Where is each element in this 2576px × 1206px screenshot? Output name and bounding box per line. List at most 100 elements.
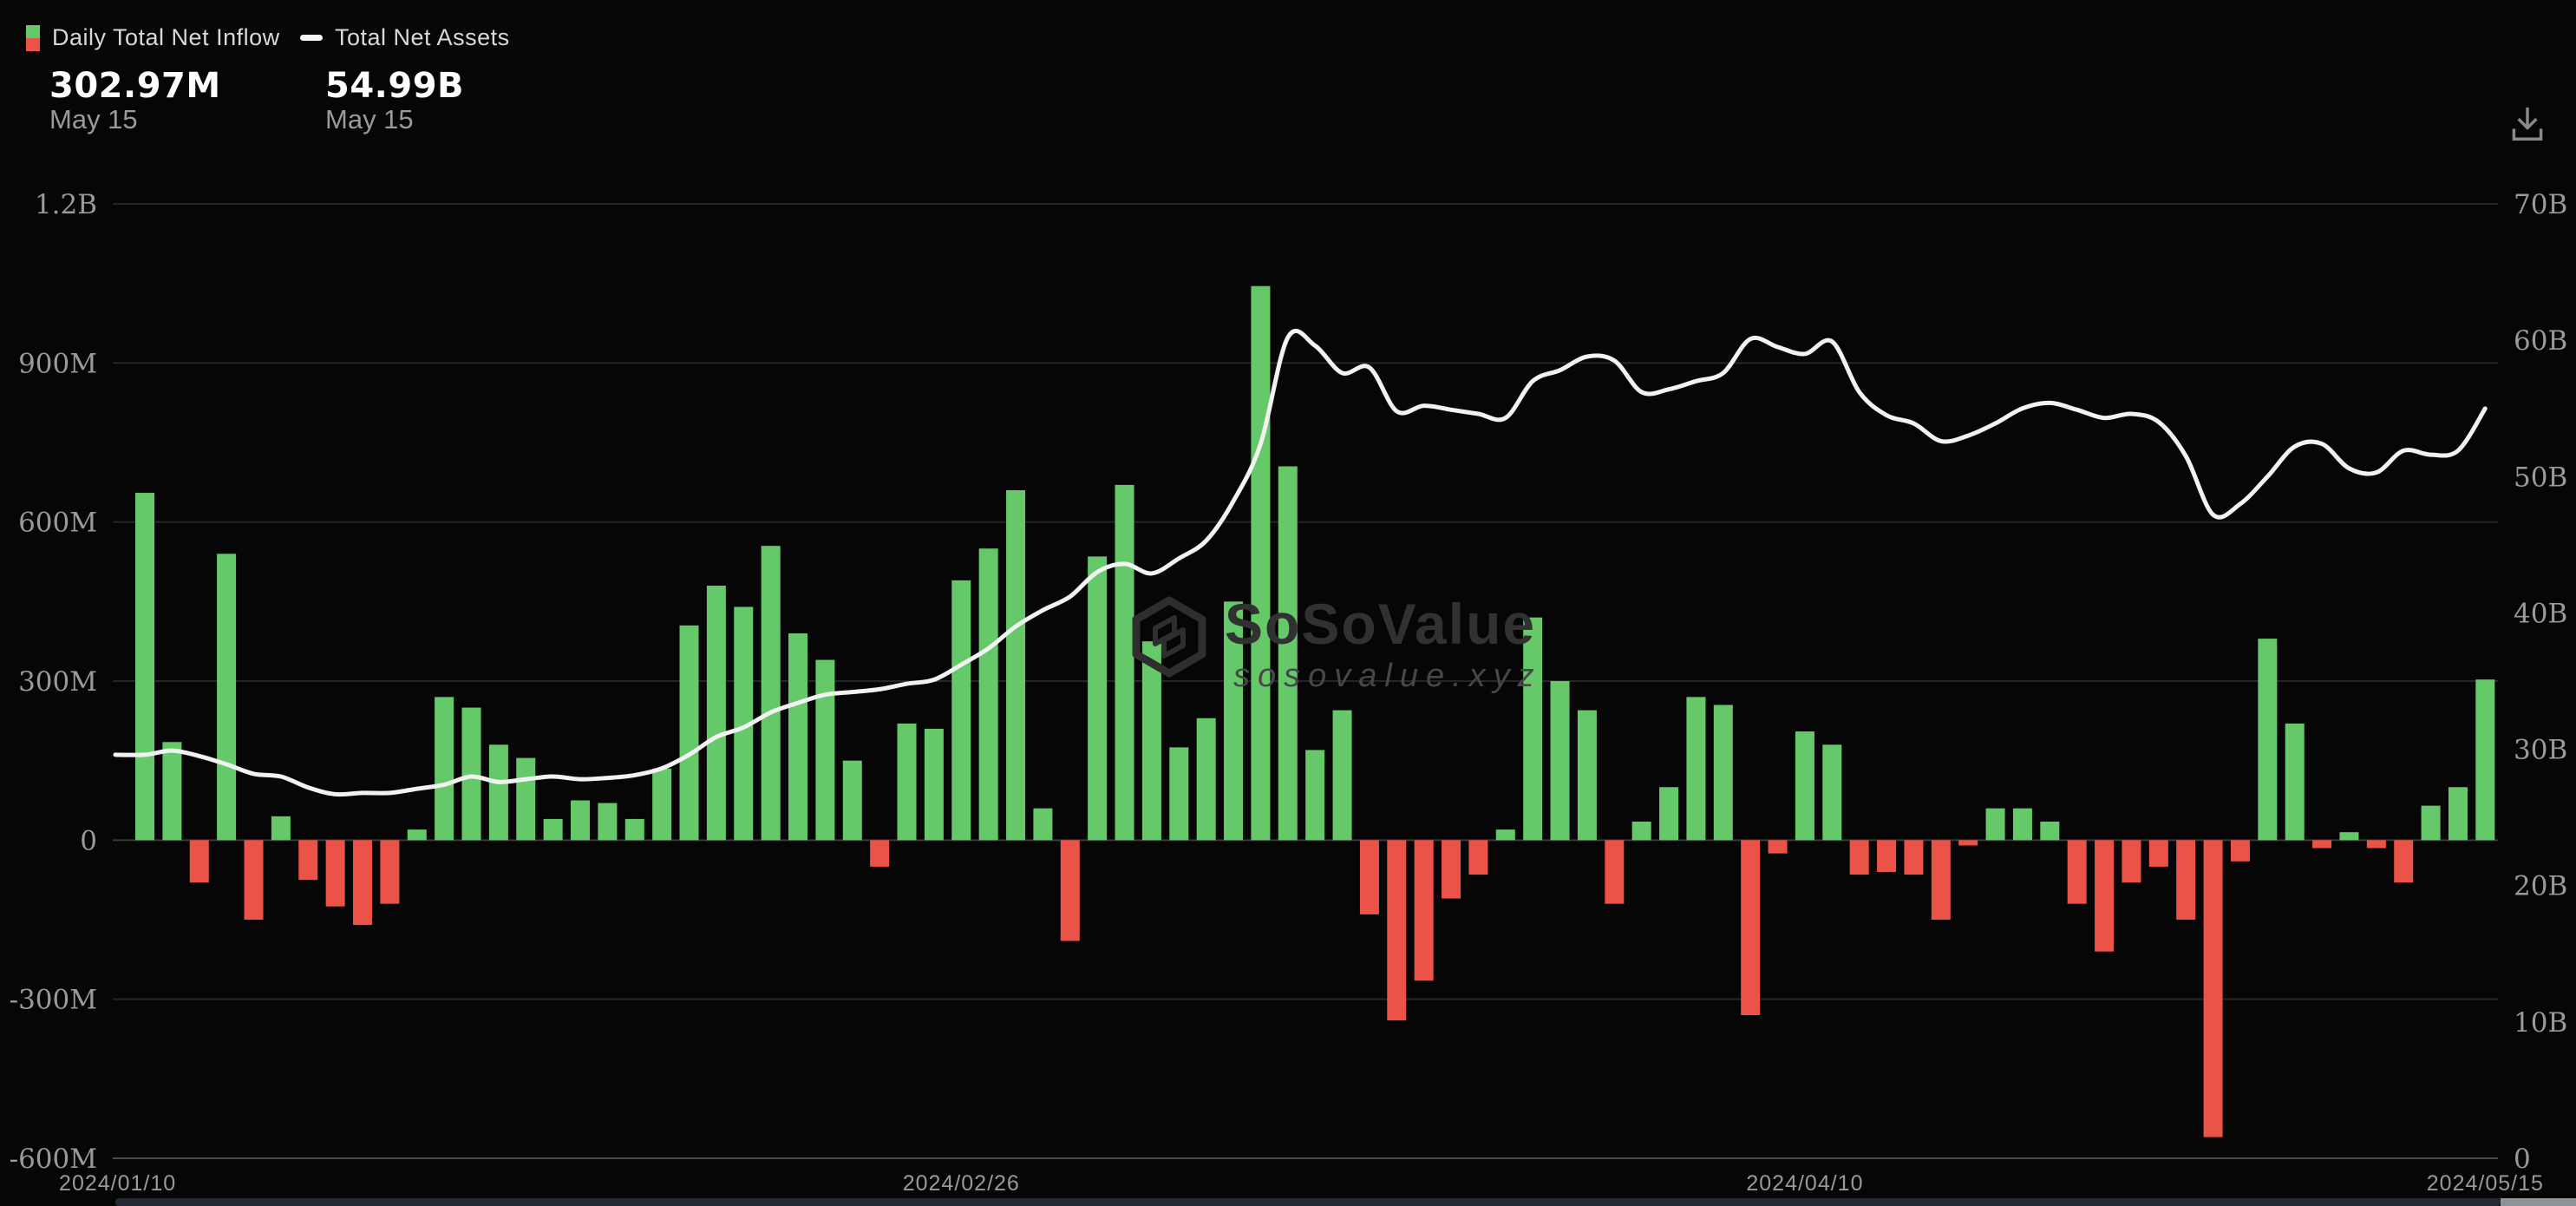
- daily-inflow-bar[interactable]: [924, 728, 944, 841]
- daily-inflow-bar[interactable]: [1141, 641, 1161, 841]
- daily-inflow-bar[interactable]: [516, 757, 536, 841]
- daily-inflow-bar[interactable]: [1958, 840, 1978, 846]
- daily-inflow-bar[interactable]: [1387, 840, 1407, 1021]
- left-axis-label: 0: [80, 825, 97, 856]
- daily-inflow-bar[interactable]: [2339, 832, 2359, 841]
- daily-inflow-bar[interactable]: [2067, 840, 2087, 904]
- daily-inflow-bar[interactable]: [2394, 840, 2414, 883]
- daily-inflow-bar[interactable]: [870, 840, 890, 867]
- daily-inflow-bar[interactable]: [325, 840, 345, 907]
- left-axis-label: -600M: [10, 1144, 97, 1175]
- daily-inflow-bar[interactable]: [598, 803, 618, 841]
- daily-inflow-bar[interactable]: [624, 818, 644, 841]
- daily-inflow-bar[interactable]: [2122, 840, 2141, 883]
- download-button[interactable]: [2505, 102, 2550, 147]
- daily-inflow-bar[interactable]: [1060, 840, 1080, 941]
- daily-inflow-bar[interactable]: [353, 840, 373, 926]
- daily-inflow-bar[interactable]: [1495, 829, 1515, 841]
- daily-inflow-bar[interactable]: [271, 816, 291, 841]
- daily-inflow-bar[interactable]: [1741, 840, 1761, 1015]
- daily-inflow-bar[interactable]: [217, 554, 237, 841]
- daily-inflow-bar[interactable]: [1305, 750, 1325, 841]
- daily-inflow-bar[interactable]: [706, 586, 726, 841]
- daily-inflow-bar[interactable]: [298, 840, 318, 881]
- daily-inflow-bar[interactable]: [1468, 840, 1488, 875]
- daily-inflow-bar[interactable]: [2230, 840, 2250, 862]
- daily-inflow-bar[interactable]: [734, 606, 754, 841]
- daily-inflow-bar[interactable]: [761, 546, 781, 841]
- daily-inflow-bar[interactable]: [162, 742, 182, 841]
- daily-inflow-bar[interactable]: [1033, 808, 1053, 841]
- daily-inflow-bar[interactable]: [2448, 787, 2468, 841]
- daily-inflow-bar[interactable]: [1659, 787, 1679, 841]
- daily-inflow-bar[interactable]: [1904, 840, 1924, 875]
- daily-inflow-bar[interactable]: [1278, 466, 1298, 841]
- daily-inflow-bar[interactable]: [2095, 840, 2115, 952]
- daily-inflow-bar[interactable]: [978, 548, 998, 841]
- daily-inflow-bar[interactable]: [135, 493, 154, 841]
- daily-inflow-bar[interactable]: [1169, 747, 1189, 841]
- daily-inflow-bar[interactable]: [1877, 840, 1897, 872]
- daily-inflow-bar[interactable]: [571, 800, 591, 841]
- daily-inflow-bar[interactable]: [1713, 705, 1733, 841]
- daily-inflow-bar[interactable]: [2285, 723, 2305, 841]
- daily-inflow-bar[interactable]: [2312, 840, 2332, 849]
- right-axis-label: 50B: [2514, 462, 2567, 493]
- daily-inflow-bar[interactable]: [1795, 731, 1814, 841]
- horizontal-scrollbar-track-end[interactable]: [2501, 1198, 2576, 1206]
- daily-inflow-bar[interactable]: [1251, 285, 1271, 841]
- daily-inflow-bar[interactable]: [1605, 840, 1625, 904]
- daily-inflow-bar[interactable]: [2203, 840, 2223, 1137]
- daily-inflow-bar[interactable]: [2176, 840, 2196, 920]
- daily-inflow-bar[interactable]: [543, 818, 563, 841]
- daily-inflow-bar[interactable]: [1631, 821, 1651, 841]
- daily-inflow-bar[interactable]: [2366, 840, 2386, 849]
- total-net-assets-line[interactable]: [113, 329, 2488, 797]
- daily-inflow-bar[interactable]: [461, 707, 481, 841]
- legend-item-total-net-assets[interactable]: Total Net Assets: [300, 24, 510, 51]
- daily-inflow-bar[interactable]: [2040, 821, 2060, 841]
- daily-inflow-bar[interactable]: [407, 829, 427, 841]
- daily-inflow-bar[interactable]: [1768, 840, 1788, 854]
- daily-inflow-bar[interactable]: [1985, 808, 2005, 841]
- daily-inflow-bar[interactable]: [897, 723, 917, 841]
- daily-inflow-bar[interactable]: [189, 840, 209, 883]
- daily-inflow-bar[interactable]: [1115, 484, 1134, 841]
- daily-inflow-bar[interactable]: [1006, 490, 1026, 841]
- daily-inflow-bar[interactable]: [488, 744, 508, 841]
- daily-inflow-bar[interactable]: [788, 633, 808, 841]
- daily-inflow-bar[interactable]: [951, 580, 971, 841]
- daily-inflow-bar[interactable]: [380, 840, 400, 904]
- daily-inflow-bar[interactable]: [1224, 601, 1244, 841]
- daily-inflow-bar[interactable]: [2475, 679, 2495, 841]
- right-axis-label: 0: [2514, 1144, 2531, 1175]
- daily-inflow-bar[interactable]: [2258, 639, 2278, 841]
- daily-inflow-bar[interactable]: [435, 697, 454, 841]
- daily-inflow-bar[interactable]: [1414, 840, 1434, 981]
- daily-inflow-bar[interactable]: [1577, 710, 1597, 841]
- daily-inflow-bar[interactable]: [1088, 556, 1108, 841]
- daily-inflow-bar[interactable]: [1550, 681, 1570, 841]
- legend-item-daily-net-inflow[interactable]: Daily Total Net Inflow: [26, 24, 280, 51]
- daily-inflow-bar[interactable]: [1332, 710, 1352, 841]
- daily-inflow-bar[interactable]: [679, 625, 699, 841]
- daily-inflow-bar[interactable]: [2421, 805, 2441, 841]
- daily-inflow-bar[interactable]: [1931, 840, 1951, 920]
- daily-inflow-bar[interactable]: [2148, 840, 2168, 867]
- daily-inflow-bar[interactable]: [244, 840, 264, 920]
- right-axis-label: 40B: [2514, 598, 2567, 629]
- horizontal-scrollbar-thumb[interactable]: [115, 1198, 2501, 1206]
- daily-inflow-bar[interactable]: [1359, 840, 1379, 914]
- daily-inflow-bar[interactable]: [815, 659, 835, 841]
- daily-inflow-bar[interactable]: [842, 760, 862, 841]
- daily-inflow-bar[interactable]: [652, 768, 672, 841]
- daily-inflow-bar[interactable]: [1442, 840, 1461, 899]
- daily-inflow-bar[interactable]: [1686, 697, 1706, 841]
- daily-inflow-bar[interactable]: [2012, 808, 2032, 841]
- daily-inflow-bar[interactable]: [1849, 840, 1869, 875]
- daily-inflow-bar[interactable]: [1196, 718, 1216, 841]
- daily-inflow-bar[interactable]: [1822, 744, 1842, 841]
- daily-inflow-bar[interactable]: [1523, 617, 1543, 841]
